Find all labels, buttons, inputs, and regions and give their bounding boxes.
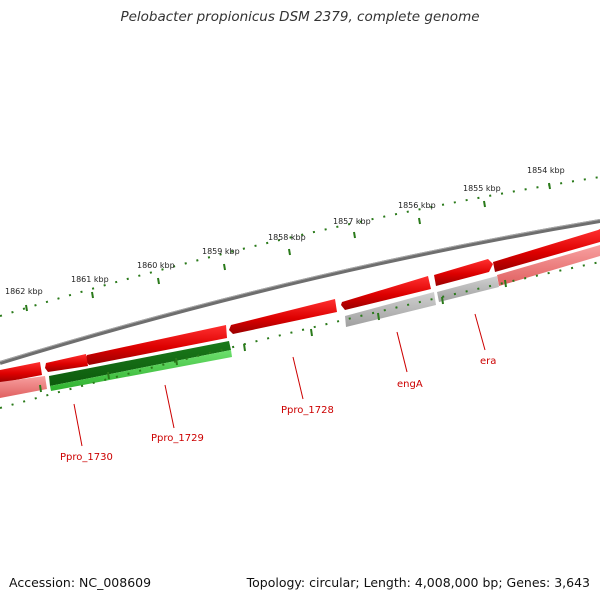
leader-ppro-1728 [292,356,304,400]
inner-ruler [0,261,600,409]
track2-gray-2 [345,292,436,327]
forward-strand-genes [0,229,600,383]
outer-ruler [0,176,600,317]
gene-arrow-fwd-5 [85,325,227,365]
gene-label-ppro-1728: Ppro_1728 [281,405,334,416]
inner-tick-2 [441,296,444,305]
gene-arrow-fwd-3 [341,276,431,310]
gene-arrow-fwd-2 [434,259,493,286]
label-leaders [73,313,486,447]
gene-labels: Ppro_1730 Ppro_1729 Ppro_1728 engA era [60,356,496,463]
map-title: Pelobacter propionicus DSM 2379, complet… [120,9,480,25]
ruler-tick-1858 [288,248,291,256]
gene-label-era: era [480,356,496,367]
ruler-label-1856: 1856 kbp [398,201,436,210]
leader-ppro-1730 [73,403,83,447]
genome-summary-text: Topology: circular; Length: 4,008,000 bp… [246,575,590,590]
leader-enga [396,331,408,373]
secondary-gene-track [0,245,600,398]
genome-backbone-highlight [0,219,600,362]
inner-tick-8 [39,384,42,393]
ruler-tick-1859 [223,263,226,271]
track2-pink-1 [497,245,600,286]
ruler-label-1862: 1862 kbp [5,287,43,296]
ruler-tick-1861 [91,291,94,299]
ruler-tick-1857 [353,231,356,239]
outer-ruler-dots [0,176,600,317]
ruler-label-1854: 1854 kbp [527,166,565,175]
inner-tick-5 [243,343,246,352]
gene-label-ppro-1729: Ppro_1729 [151,433,204,444]
inner-tick-3 [377,312,380,321]
ruler-tick-1854 [548,182,551,190]
track2-pink-2 [0,376,47,398]
ruler-label-1861: 1861 kbp [71,275,109,284]
ruler-label-1855: 1855 kbp [463,184,501,193]
inner-tick-1 [504,279,507,288]
ruler-labels: 1854 kbp 1855 kbp 1856 kbp 1857 kbp 1858… [5,166,565,296]
track2-gray-1 [437,276,499,302]
gene-arrow-fwd-6 [45,354,88,372]
gene-label-ppro-1730: Ppro_1730 [60,452,113,463]
ruler-tick-1862 [25,304,28,312]
track2-dark-green [49,341,231,386]
accession-text: Accession: NC_008609 [9,575,152,590]
ruler-label-1858: 1858 kbp [268,233,306,242]
ruler-tick-1860 [157,277,160,285]
ruler-label-1857: 1857 kbp [333,217,371,226]
inner-tick-6 [175,357,178,366]
gene-label-enga: engA [397,379,423,390]
leader-era [474,313,486,351]
gene-arrow-fwd-7 [0,362,42,383]
inner-tick-7 [107,371,110,380]
ruler-label-1859: 1859 kbp [202,247,240,256]
ruler-tick-1855 [483,200,486,208]
ruler-label-1860: 1860 kbp [137,261,175,270]
gene-arrow-fwd-1 [493,229,600,272]
inner-tick-4 [310,328,313,337]
leader-ppro-1729 [164,384,175,429]
ruler-tick-1856 [418,217,421,225]
gene-arrow-fwd-4 [229,299,337,334]
genome-backbone [0,219,600,365]
